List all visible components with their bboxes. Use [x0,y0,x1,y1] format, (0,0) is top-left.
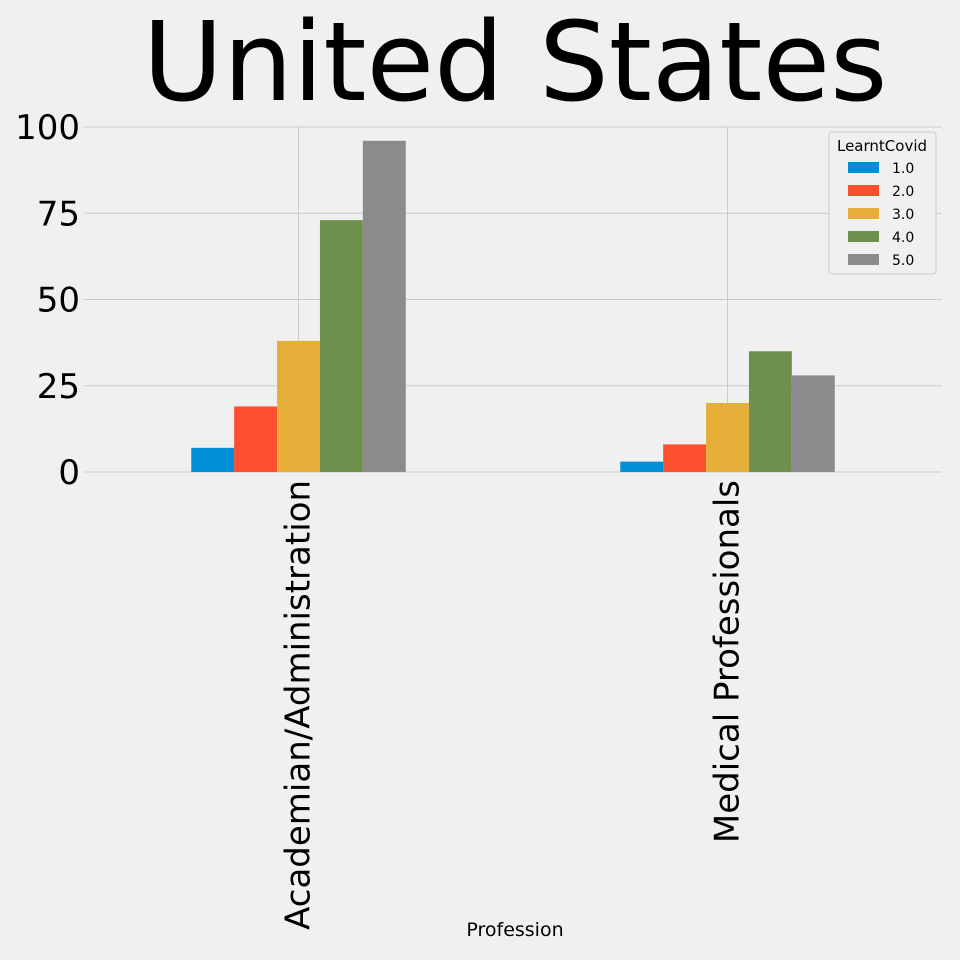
legend-swatch [848,162,879,173]
x-tick-label: Academian/Administration [279,480,319,930]
bars [191,140,835,473]
x-tick-label: Medical Professionals [708,480,748,843]
legend-label: 2.0 [892,184,914,200]
legend-label: 3.0 [892,207,914,223]
legend-label: 5.0 [892,253,914,269]
y-tick-label: 100 [15,108,80,148]
bar-3.0-0 [277,340,320,472]
legend-label: 1.0 [892,161,914,177]
y-axis: 0 25 50 75 100 [15,108,80,493]
bar-2.0-0 [234,406,278,472]
legend-title: LearntCovid [837,137,927,155]
legend-swatch [848,231,879,242]
bar-2.0-1 [663,444,707,472]
y-tick-label: 75 [37,194,80,234]
legend-swatch [848,208,879,219]
bar-4.0-1 [748,351,792,472]
chart-title: United States [143,0,888,126]
legend-label: 4.0 [892,230,914,246]
y-tick-label: 25 [37,367,80,407]
legend: LearntCovid 1.0 2.0 3.0 4.0 5.0 [828,131,937,275]
y-tick-label: 50 [37,281,80,321]
y-tick-label: 0 [58,453,80,493]
x-axis-label: Profession [466,919,563,941]
bar-5.0-0 [362,140,406,473]
bar-1.0-1 [620,461,664,472]
legend-swatch [848,185,879,196]
x-axis: Academian/Administration Medical Professi… [279,480,748,930]
bar-3.0-1 [706,403,749,472]
legend-swatch [848,254,879,265]
bar-1.0-0 [191,447,235,472]
bar-4.0-0 [319,220,363,472]
bar-5.0-1 [791,375,835,472]
